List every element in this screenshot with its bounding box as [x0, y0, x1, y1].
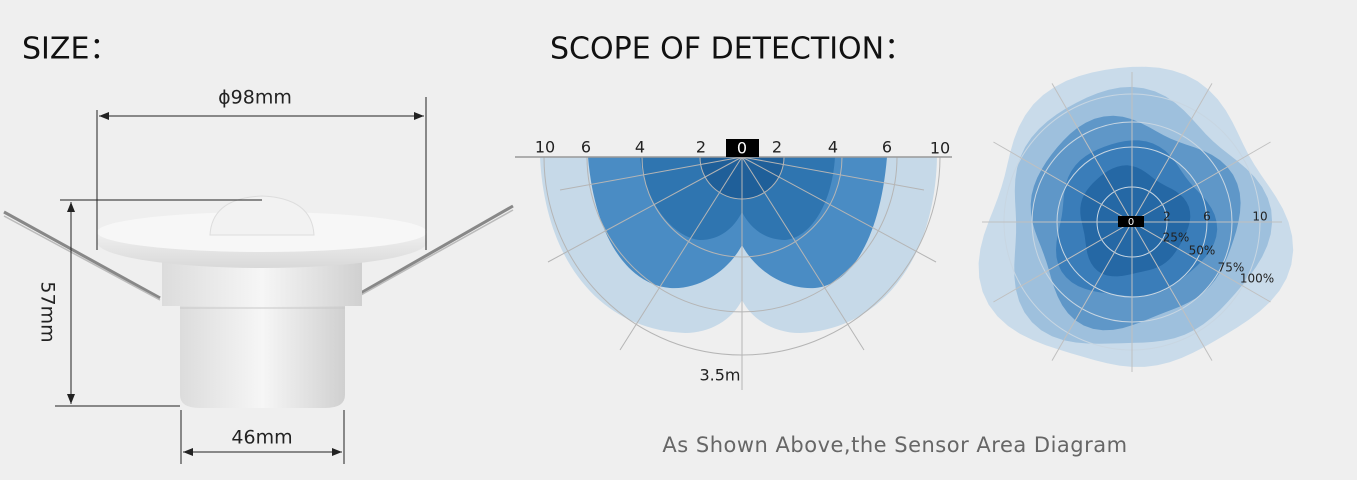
scale-label: 4 [828, 138, 838, 157]
grid-ray [993, 221, 1133, 303]
scale-label: 6 [882, 138, 892, 157]
scale-label: 10 [535, 138, 555, 157]
scale-label: 0 [737, 139, 747, 158]
level-label: 75% [1218, 261, 1245, 275]
level-label: 100% [1240, 272, 1274, 286]
base-label: 46mm [231, 427, 292, 449]
dimension-lines [55, 97, 427, 464]
caption: As Shown Above,the Sensor Area Diagram [662, 433, 1127, 457]
diameter-label: ϕ98mm [218, 87, 292, 109]
range-label: 3.5m [699, 366, 740, 385]
ring-label: 10 [1252, 210, 1267, 224]
side-view [515, 139, 952, 390]
scale-label: 10 [930, 139, 950, 158]
scale-label: 2 [696, 138, 706, 157]
grid-ray [1051, 83, 1133, 223]
scale-label: 4 [635, 138, 645, 157]
size-title: SIZE： [22, 32, 119, 67]
grid-ray [1131, 141, 1271, 223]
scale-label: 2 [772, 138, 782, 157]
grid-ray [1131, 221, 1213, 361]
device [3, 195, 514, 408]
scale-label: 6 [581, 138, 591, 157]
level-label: 25% [1163, 231, 1190, 245]
grid-ray [1051, 221, 1133, 361]
grid-ray [1131, 83, 1213, 223]
level-label: 50% [1189, 244, 1216, 258]
center-box [1118, 216, 1144, 227]
grid-ray [1131, 221, 1271, 303]
ring-label: 6 [1203, 210, 1211, 224]
ring-label: 2 [1163, 210, 1171, 224]
scope-title: SCOPE OF DETECTION： [550, 32, 914, 67]
grid-ray [993, 141, 1133, 223]
center-label: 0 [1128, 217, 1134, 228]
height-label: 57mm [37, 281, 59, 342]
